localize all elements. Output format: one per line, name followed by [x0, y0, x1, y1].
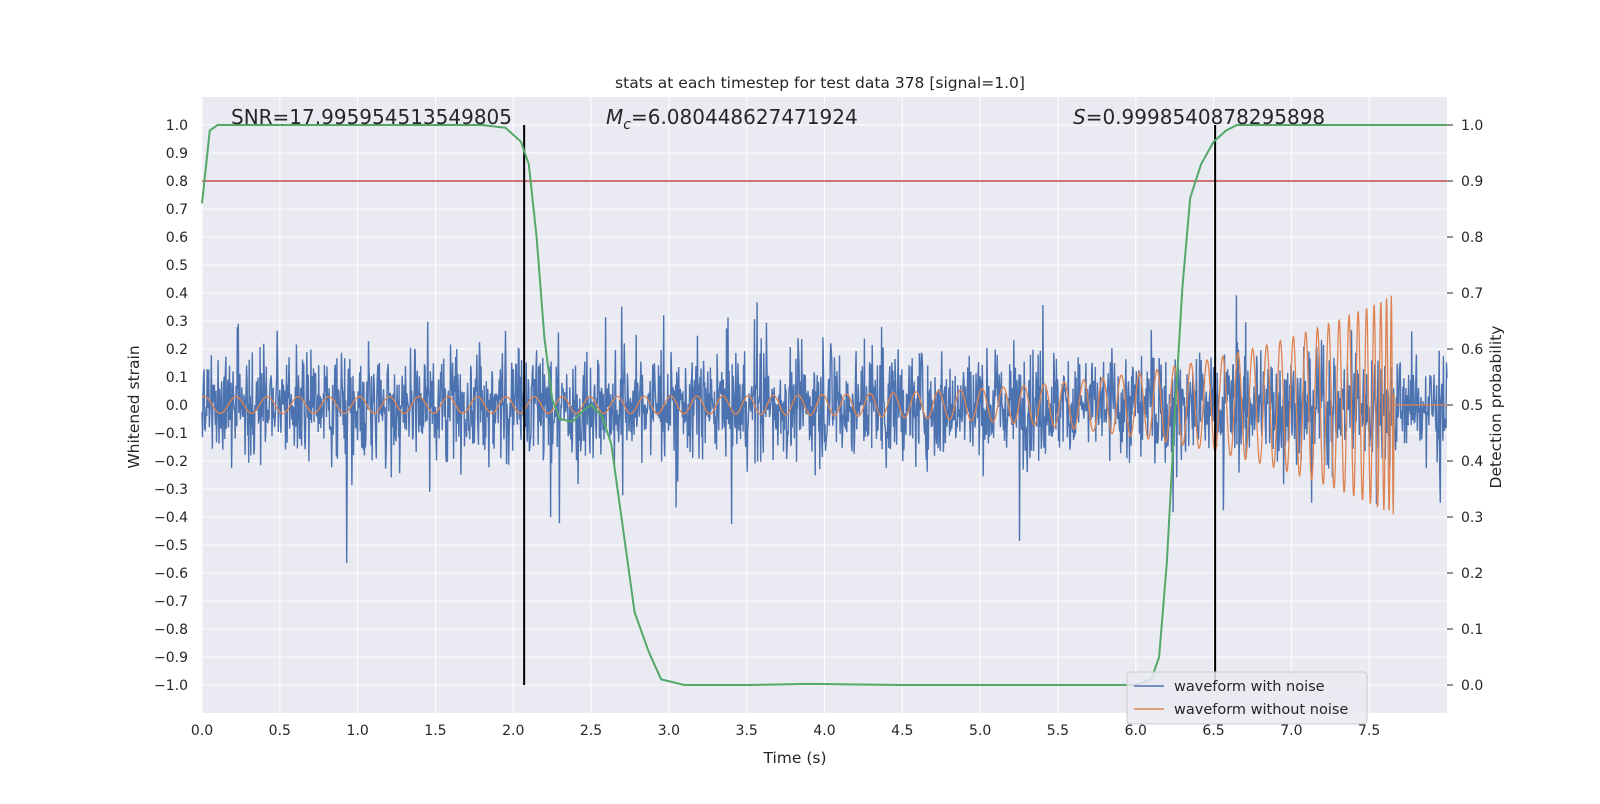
axis-ticks: 0.0 0.5 1.0 1.5 2.0 2.5 3.0 3.5 4.0 4.5 5.0 5.5 6.0 6… — [154, 118, 1483, 739]
y-tick-label: 1.0 — [166, 118, 188, 134]
x-tick-label: 4.5 — [891, 723, 913, 739]
x-tick-label: 2.5 — [580, 723, 602, 739]
x-tick-label: 5.0 — [969, 723, 991, 739]
y-tick-label: 0.6 — [166, 230, 188, 246]
probability-curve — [201, 124, 1447, 686]
y2-tick-label: 0.8 — [1461, 230, 1483, 246]
y-tick-label: −0.6 — [154, 566, 188, 582]
x-tick-label: 3.5 — [736, 723, 758, 739]
y2-tick-label: 0.7 — [1461, 286, 1483, 302]
x-tick-label: 2.0 — [502, 723, 524, 739]
x-tick-label: 6.0 — [1125, 723, 1147, 739]
y-tick-label: −0.2 — [154, 454, 188, 470]
y2-tick-label: 0.3 — [1461, 510, 1483, 526]
y2-tick-label: 0.9 — [1461, 174, 1483, 190]
reference-lines — [202, 125, 1447, 685]
y-tick-label: 0.2 — [166, 342, 188, 358]
y2-tick-label: 0.4 — [1461, 454, 1483, 470]
y-tick-label: −1.0 — [154, 678, 188, 694]
y2-tick-label: 0.2 — [1461, 566, 1483, 582]
snr-annotation: SNR=17.995954513549805 — [231, 105, 512, 129]
x-tick-label: 7.5 — [1358, 723, 1380, 739]
y2-axis-label: Detection probability — [1487, 326, 1505, 489]
legend: waveform with noise waveform without noi… — [1126, 671, 1368, 725]
x-tick-label: 0.5 — [269, 723, 291, 739]
y-tick-label: 0.3 — [166, 314, 188, 330]
y-tick-label: 0.0 — [166, 398, 188, 414]
x-tick-label: 1.0 — [346, 723, 368, 739]
y2-tick-label: 0.5 — [1461, 398, 1483, 414]
stat-value: =0.9998540878295898 — [1086, 105, 1325, 129]
y2-tick-label: 0.1 — [1461, 622, 1483, 638]
stat-annotation: S=0.9998540878295898 — [1073, 105, 1325, 129]
x-tick-label: 7.0 — [1280, 723, 1302, 739]
x-tick-label: 5.5 — [1047, 723, 1069, 739]
x-tick-label: 3.0 — [658, 723, 680, 739]
y-axis-label: Whitened strain — [125, 345, 143, 468]
y-tick-label: 0.8 — [166, 174, 188, 190]
y-tick-label: −0.5 — [154, 538, 188, 554]
y-tick-label: −0.7 — [154, 594, 188, 610]
y2-tick-label: 1.0 — [1461, 118, 1483, 134]
legend-box — [1126, 671, 1368, 725]
legend-label-clean: waveform without noise — [1174, 702, 1348, 718]
y-tick-label: 0.1 — [166, 370, 188, 386]
stat-symbol: S — [1073, 105, 1086, 129]
y-tick-label: −0.8 — [154, 622, 188, 638]
chirp-mass-symbol: M — [606, 105, 623, 129]
chirp-mass-subscript: c — [623, 117, 631, 133]
chirp-mass-value: =6.080448627471924 — [631, 105, 858, 129]
y2-tick-label: 0.0 — [1461, 678, 1483, 694]
y-tick-label: 0.5 — [166, 258, 188, 274]
y-tick-label: 0.7 — [166, 202, 188, 218]
series-waveform-without-noise — [201, 295, 1447, 515]
chart-title: stats at each timestep for test data 378… — [615, 74, 1025, 92]
y-tick-label: 0.4 — [166, 286, 188, 302]
y-tick-label: −0.1 — [154, 426, 188, 442]
x-axis-label: Time (s) — [762, 749, 826, 767]
y-tick-label: −0.9 — [154, 650, 188, 666]
y-tick-label: −0.3 — [154, 482, 188, 498]
x-tick-label: 6.5 — [1202, 723, 1224, 739]
x-tick-label: 4.0 — [813, 723, 835, 739]
x-tick-label: 0.0 — [191, 723, 213, 739]
legend-label-noise: waveform with noise — [1174, 679, 1325, 695]
y-tick-label: 0.9 — [166, 146, 188, 162]
series-detection-probability — [201, 124, 1447, 686]
chirp-mass-annotation: Mc=6.080448627471924 — [606, 105, 858, 133]
series-waveform-with-noise — [201, 295, 1448, 564]
y-tick-label: −0.4 — [154, 510, 188, 526]
x-tick-label: 1.5 — [424, 723, 446, 739]
y2-tick-label: 0.6 — [1461, 342, 1483, 358]
clean-waveform-path — [201, 295, 1447, 515]
noisy-waveform-path — [201, 295, 1448, 564]
